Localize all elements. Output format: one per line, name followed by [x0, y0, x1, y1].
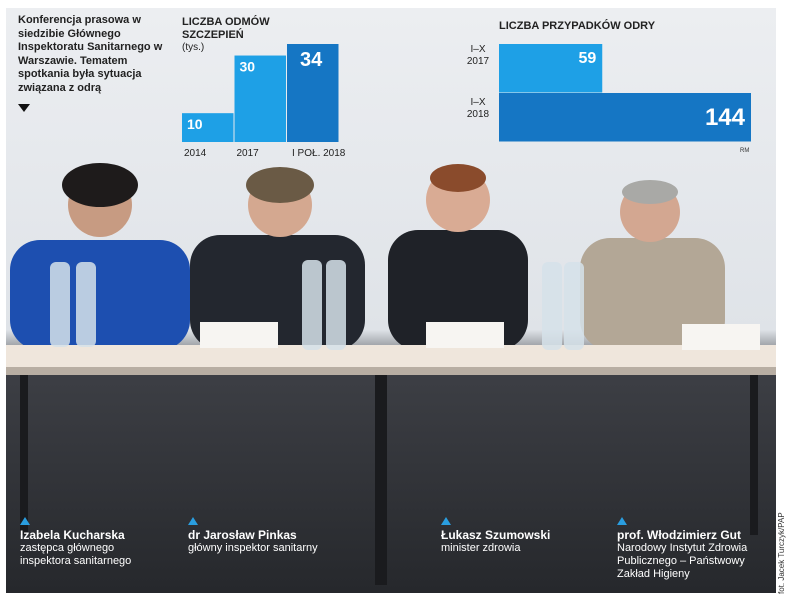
person-role: główny inspektor sanitarny	[188, 542, 318, 554]
person-name: Łukasz Szumowski	[441, 528, 551, 542]
bar	[499, 93, 751, 142]
chart-title: LICZBA PRZYPADKÓW ODRY	[499, 20, 656, 32]
value-label: 10	[187, 116, 203, 132]
intro-text: Konferencja prasowa w siedzibie Głównego…	[18, 14, 163, 94]
person-name: Izabela Kucharska	[20, 528, 125, 542]
bar	[287, 44, 339, 142]
photo-credit: fot. Jacek Turczyk/PAP	[777, 512, 786, 594]
bar	[499, 44, 603, 93]
category-label: I POŁ. 2018	[292, 148, 346, 159]
person-role: zastępca głównego inspektora sanitarnego	[20, 542, 132, 567]
name-plates	[200, 322, 760, 350]
source-label: RM	[740, 148, 749, 154]
value-label: 30	[240, 59, 256, 75]
intro-marker	[18, 104, 30, 112]
table-top	[6, 345, 776, 367]
person-role: Narodowy Instytut Zdrowia Publicznego – …	[617, 542, 748, 580]
value-label: 59	[578, 50, 596, 67]
chart-subtitle: (tys.)	[182, 42, 205, 53]
person-role: minister zdrowia	[441, 542, 521, 554]
person-name: dr Jarosław Pinkas	[188, 528, 297, 542]
caption-marker	[188, 517, 198, 525]
category-label: 2014	[184, 148, 207, 159]
person-name: prof. Włodzimierz Gut	[617, 528, 741, 542]
people-silhouettes	[10, 163, 725, 350]
category-label: 2017	[237, 148, 260, 159]
chart-title: LICZBA ODMÓW SZCZEPIEŃ	[182, 16, 270, 41]
bottles	[50, 260, 584, 350]
value-label: 34	[300, 49, 323, 71]
caption-marker	[441, 517, 451, 525]
caption-marker	[617, 517, 627, 525]
table-legs	[20, 375, 758, 585]
category-label: I–X 2018	[466, 97, 490, 120]
caption-marker	[20, 517, 30, 525]
table-edge	[6, 367, 776, 375]
bar	[234, 55, 286, 142]
value-label: 144	[705, 104, 746, 131]
category-label: I–X 2017	[466, 44, 490, 67]
bar	[182, 113, 234, 142]
